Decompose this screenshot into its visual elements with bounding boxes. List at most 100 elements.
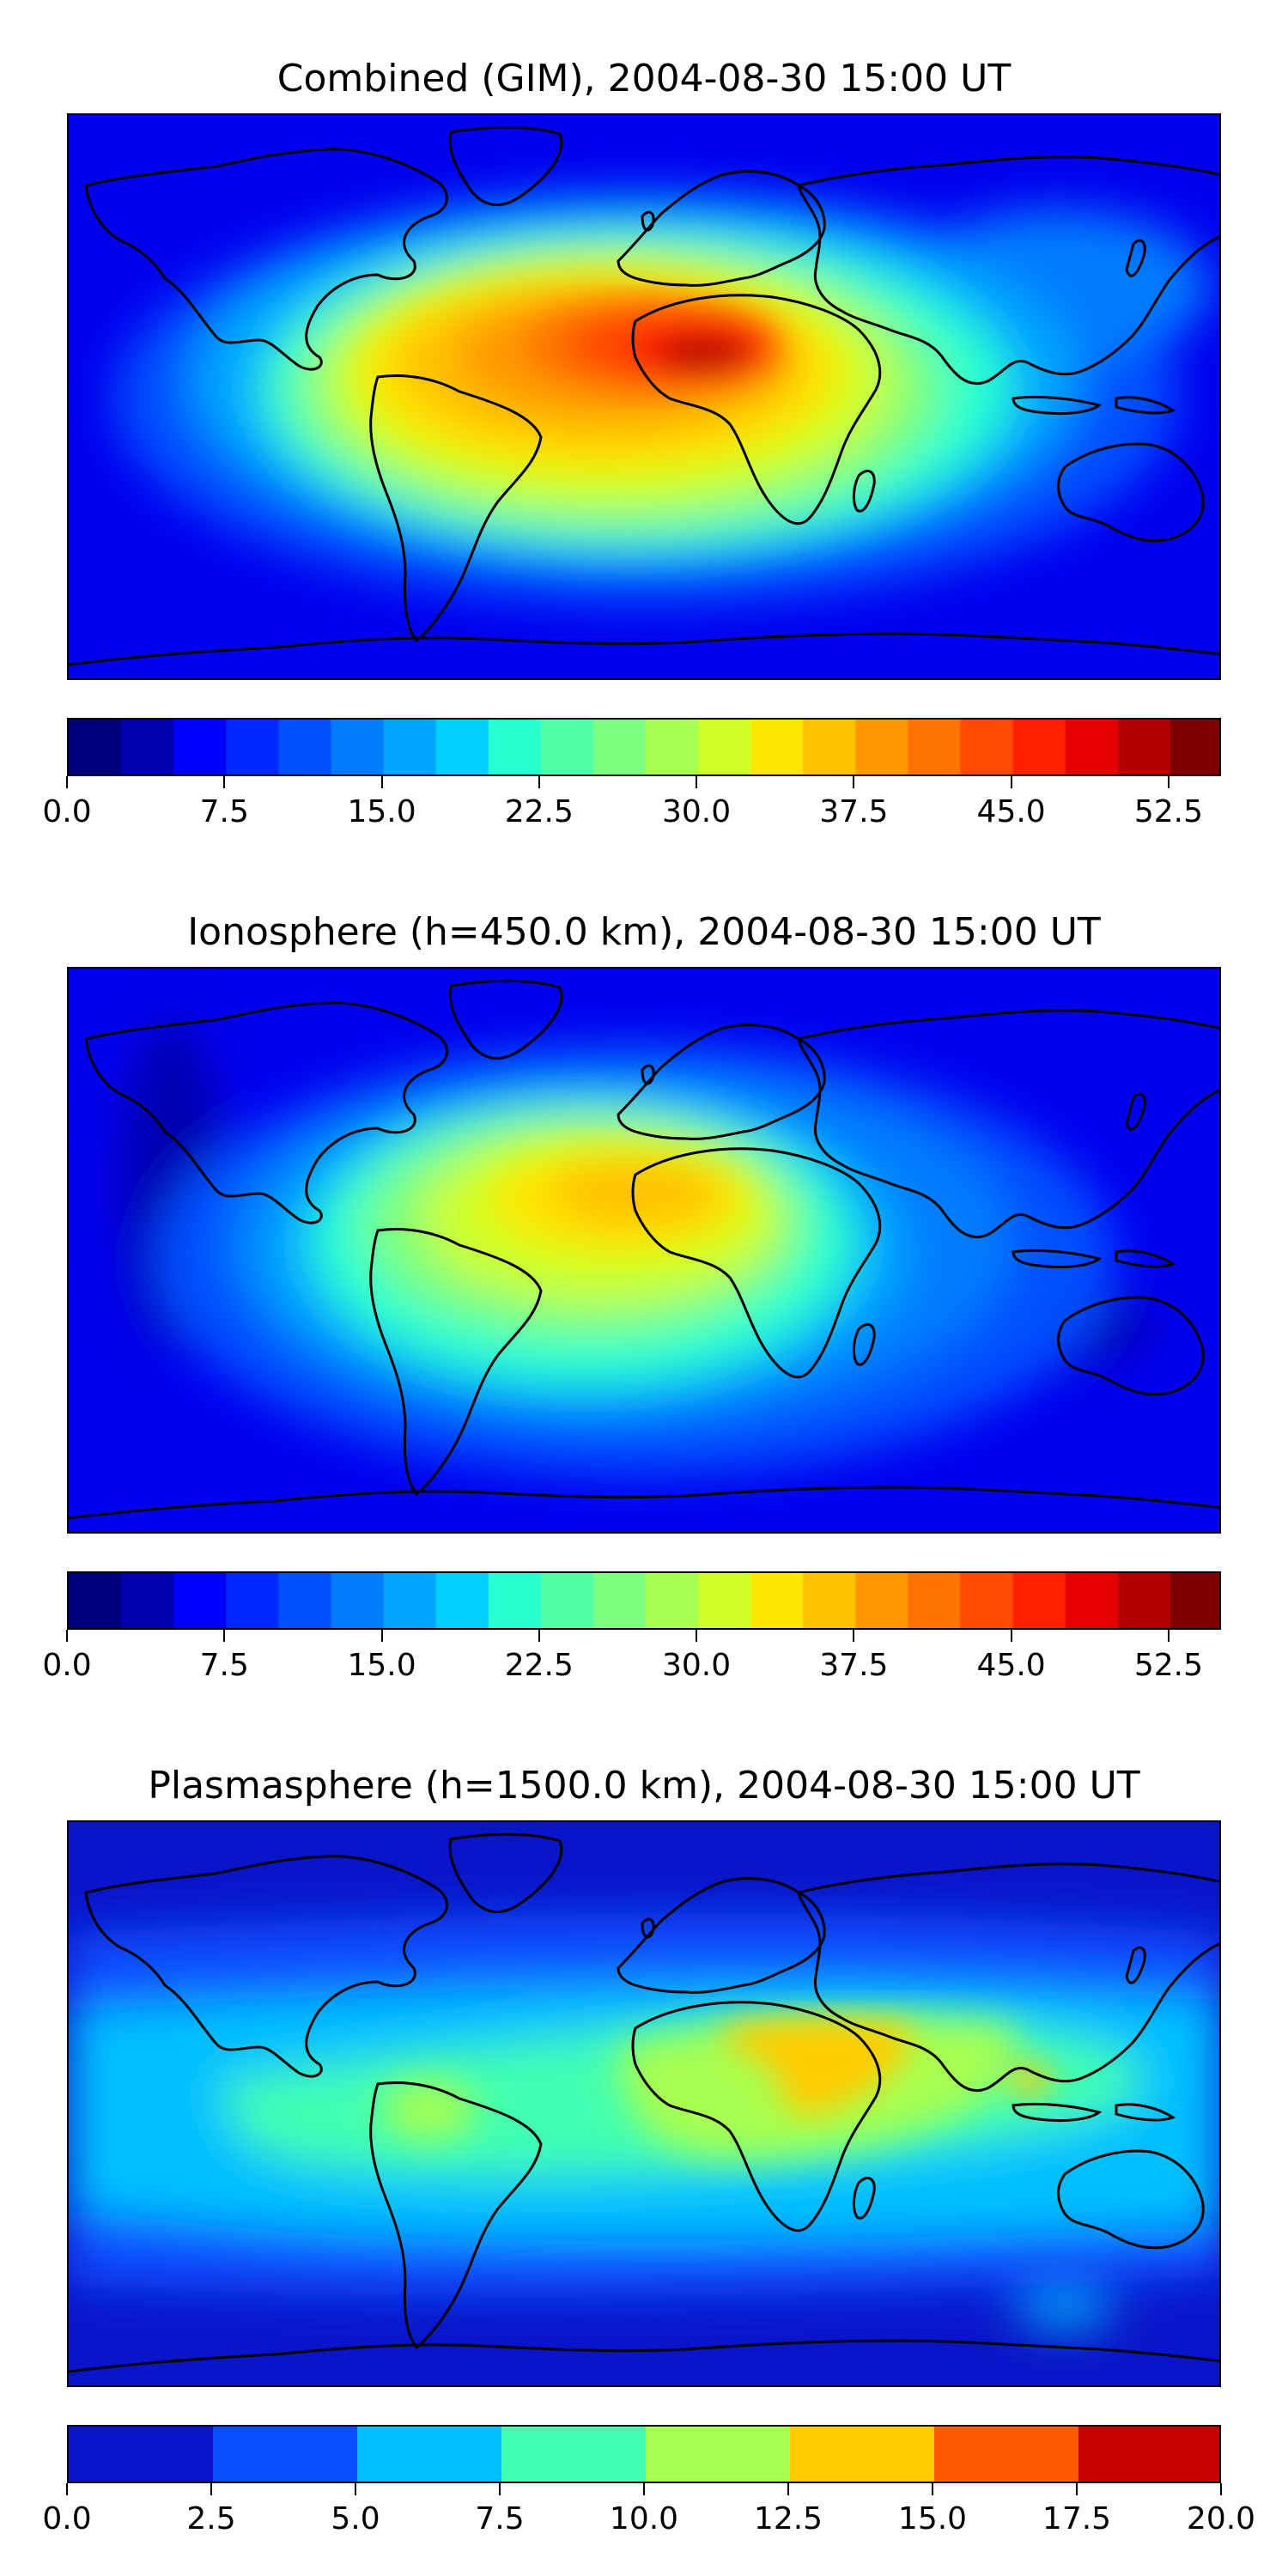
panel-2-colorbar-axis: 0.0 7.5 15.0 22.5 30.0 37.5 45.0 52.5 [42, 1630, 1221, 1690]
colorbar-tick [1167, 776, 1170, 788]
panel-3-map [67, 1820, 1221, 2387]
colorbar-tick-label: 15.0 [897, 2501, 968, 2537]
colorbar-band [646, 1573, 699, 1628]
colorbar-band [69, 720, 122, 775]
colorbar-tick [223, 1630, 226, 1642]
panel-1-map [67, 113, 1221, 680]
colorbar-band [592, 1573, 647, 1628]
colorbar-tick-label: 0.0 [42, 794, 92, 829]
colorbar-tick-label: 7.5 [475, 2501, 525, 2537]
panel-1-colorbar [67, 718, 1221, 776]
colorbar-band [69, 1573, 122, 1628]
colorbar-tick [210, 2483, 212, 2495]
panel-2-heatmap [69, 969, 1219, 1532]
colorbar-band [121, 720, 174, 775]
colorbar-tick [66, 2483, 68, 2495]
colorbar-tick-label: 37.5 [819, 794, 889, 829]
colorbar-band [908, 1573, 962, 1628]
colorbar-tick-label: 20.0 [1186, 2501, 1256, 2537]
colorbar-band [121, 1573, 174, 1628]
colorbar-band [1065, 720, 1119, 775]
colorbar-tick [643, 2483, 645, 2495]
panel-2-map [67, 967, 1221, 1534]
colorbar-tick [932, 2483, 933, 2495]
colorbar-band [383, 720, 437, 775]
colorbar-band [646, 720, 699, 775]
colorbar-tick-label: 10.0 [609, 2501, 679, 2537]
colorbar-band [226, 720, 279, 775]
colorbar-band [1012, 1573, 1066, 1628]
colorbar-band [331, 720, 385, 775]
colorbar-tick [66, 1630, 68, 1642]
colorbar-tick-label: 17.5 [1042, 2501, 1112, 2537]
colorbar-band [278, 720, 332, 775]
colorbar-band [213, 2427, 358, 2482]
colorbar-tick [696, 1630, 698, 1642]
colorbar-band [1117, 720, 1171, 775]
colorbar-band [331, 1573, 385, 1628]
panel-3-colorbar-axis: 0.0 2.5 5.0 7.5 10.0 12.5 15.0 17.5 20.0 [42, 2483, 1255, 2543]
panel-3-colorbar [67, 2425, 1221, 2483]
colorbar-tick [853, 776, 855, 788]
panel-3-title: Plasmasphere (h=1500.0 km), 2004-08-30 1… [148, 1764, 1140, 1807]
colorbar-band [501, 2427, 647, 2482]
colorbar-band [1012, 720, 1066, 775]
colorbar-tick-label: 0.0 [42, 2501, 92, 2537]
colorbar-tick-label: 15.0 [347, 1648, 416, 1683]
colorbar-tick [1220, 2483, 1222, 2495]
colorbar-tick-label: 0.0 [42, 1648, 92, 1683]
panel-2-title: Ionosphere (h=450.0 km), 2004-08-30 15:0… [187, 910, 1101, 954]
colorbar-band [698, 720, 751, 775]
colorbar-band [435, 1573, 489, 1628]
colorbar-tick [787, 2483, 789, 2495]
colorbar-tick-label: 7.5 [199, 794, 249, 829]
colorbar-tick [499, 2483, 501, 2495]
colorbar-band [1065, 1573, 1119, 1628]
colorbar-tick-label: 15.0 [347, 794, 416, 829]
colorbar-band [540, 1573, 594, 1628]
colorbar-band [1170, 720, 1219, 775]
colorbar-band [908, 720, 962, 775]
colorbar-tick [696, 776, 698, 788]
colorbar-tick-label: 37.5 [819, 1648, 889, 1683]
colorbar-band [750, 1573, 804, 1628]
colorbar-tick [1167, 1630, 1170, 1642]
colorbar-tick [1010, 1630, 1012, 1642]
colorbar-tick-label: 52.5 [1133, 794, 1203, 829]
colorbar-tick [538, 776, 540, 788]
colorbar-tick [538, 1630, 540, 1642]
colorbar-tick-label: 30.0 [662, 1648, 732, 1683]
colorbar-band [357, 2427, 502, 2482]
panel-2-colorbar [67, 1571, 1221, 1630]
colorbar-band [592, 720, 647, 775]
colorbar-tick-label: 2.5 [186, 2501, 236, 2537]
colorbar-tick-label: 45.0 [976, 794, 1046, 829]
colorbar-tick-label: 22.5 [504, 794, 574, 829]
colorbar-tick [355, 2483, 356, 2495]
panel-1-heatmap [69, 115, 1219, 678]
colorbar-tick [66, 776, 68, 788]
colorbar-band [278, 1573, 332, 1628]
colorbar-tick-label: 45.0 [976, 1648, 1046, 1683]
colorbar-band [934, 2427, 1079, 2482]
colorbar-band [1078, 2427, 1219, 2482]
colorbar-tick [1010, 776, 1012, 788]
panel-3-heatmap [69, 1822, 1219, 2385]
panel-1-title: Combined (GIM), 2004-08-30 15:00 UT [276, 57, 1012, 100]
colorbar-band [646, 2427, 791, 2482]
panel-1-colorbar-axis: 0.0 7.5 15.0 22.5 30.0 37.5 45.0 52.5 [42, 776, 1221, 836]
colorbar-band [540, 720, 594, 775]
colorbar-tick-label: 5.0 [331, 2501, 380, 2537]
colorbar-band [803, 1573, 856, 1628]
colorbar-band [435, 720, 489, 775]
colorbar-band [960, 720, 1014, 775]
colorbar-tick-label: 30.0 [662, 794, 732, 829]
colorbar-tick [223, 776, 226, 788]
colorbar-band [69, 2427, 214, 2482]
colorbar-band [790, 2427, 935, 2482]
colorbar-tick-label: 12.5 [753, 2501, 823, 2537]
colorbar-band [1117, 1573, 1171, 1628]
panel-1-colorbar-bands [69, 720, 1219, 775]
colorbar-tick-label: 7.5 [199, 1648, 249, 1683]
colorbar-band [488, 1573, 542, 1628]
